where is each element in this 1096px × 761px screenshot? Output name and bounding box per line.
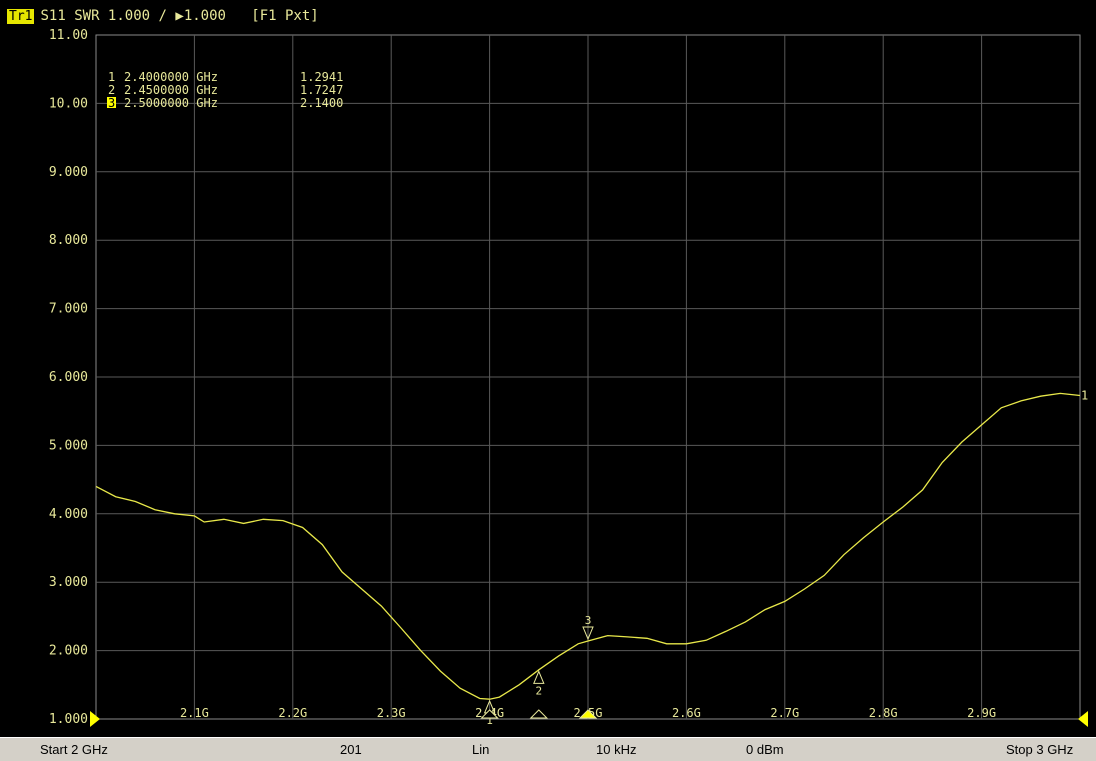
reference-level-left-icon <box>90 711 100 727</box>
x-tick-label: 2.9G <box>967 706 996 720</box>
marker-readout-value: 1.7247 <box>300 83 343 97</box>
x-tick-label: 2.6G <box>672 706 701 720</box>
marker-readout-id: 2 <box>108 83 115 97</box>
status-bar: Start 2 GHz 201 Lin 10 kHz 0 dBm Stop 3 … <box>0 737 1096 761</box>
marker-readout-frequency: 2.5000000 GHz <box>124 96 218 110</box>
ref-arrow-icon: ▶ <box>175 8 184 24</box>
y-tick-label: 5.000 <box>49 438 88 453</box>
y-tick-label: 9.000 <box>49 165 88 180</box>
marker-triangle <box>533 670 545 684</box>
y-tick-label: 10.00 <box>49 96 88 111</box>
marker-number: 2 <box>535 684 542 697</box>
if-bandwidth[interactable]: 10 kHz <box>596 742 637 757</box>
x-tick-label: 2.7G <box>770 706 799 720</box>
active-marker-highlight <box>107 97 116 108</box>
reference-level-right-icon <box>1078 711 1088 727</box>
y-tick-label: 8.000 <box>49 233 88 248</box>
channel-info: [F1 Pxt] <box>251 8 319 24</box>
marker-readout-value: 2.1400 <box>300 96 343 110</box>
start-frequency[interactable]: Start 2 GHz <box>40 742 108 757</box>
x-tick-label: 2.1G <box>180 706 209 720</box>
swr-trace-line <box>95 392 1081 700</box>
x-tick-label: 2.3G <box>377 706 406 720</box>
x-tick-label: 2.8G <box>869 706 898 720</box>
marker-triangle <box>582 626 594 641</box>
trace-label-badge[interactable]: Tr1 <box>7 8 35 24</box>
trace-header: Tr1 S11 SWR 1.000 / ▶ 1.000 [F1 Pxt] <box>7 6 319 26</box>
y-tick-label: 11.00 <box>49 28 88 43</box>
stop-frequency[interactable]: Stop 3 GHz <box>1006 742 1074 757</box>
marker-readout-frequency: 2.4500000 GHz <box>124 83 218 97</box>
marker-readout-id: 1 <box>108 70 115 84</box>
marker-readout-id: 3 <box>108 96 115 110</box>
y-tick-label: 1.000 <box>49 712 88 727</box>
y-tick-label: 4.000 <box>49 507 88 522</box>
measurement-parameter[interactable]: S11 <box>40 8 66 24</box>
reference-value[interactable]: 1.000 <box>183 8 226 24</box>
y-tick-label: 2.000 <box>49 644 88 659</box>
format-scale[interactable]: SWR 1.000 / <box>74 8 167 24</box>
axis-marker-triangle <box>578 709 598 719</box>
source-power[interactable]: 0 dBm <box>746 742 784 757</box>
sweep-points[interactable]: 201 <box>340 742 362 757</box>
marker-readout-value: 1.2941 <box>300 70 343 84</box>
marker-readout-frequency: 2.4000000 GHz <box>124 70 218 84</box>
x-tick-label: 2.2G <box>278 706 307 720</box>
swr-chart: 1.000 2.000 3.000 4.000 5.000 6.000 7.000 8.000… <box>49 28 1088 727</box>
marker-number: 3 <box>585 614 592 627</box>
sweep-type[interactable]: Lin <box>472 742 490 757</box>
marker-number: 1 <box>486 714 493 727</box>
axis-marker-triangle <box>529 709 549 719</box>
trace-end-label: 1 <box>1081 388 1088 402</box>
y-tick-label: 6.000 <box>49 370 88 385</box>
axis-marker-triangle <box>480 709 499 719</box>
y-tick-label: 3.000 <box>49 575 88 590</box>
y-tick-label: 7.000 <box>49 302 88 317</box>
